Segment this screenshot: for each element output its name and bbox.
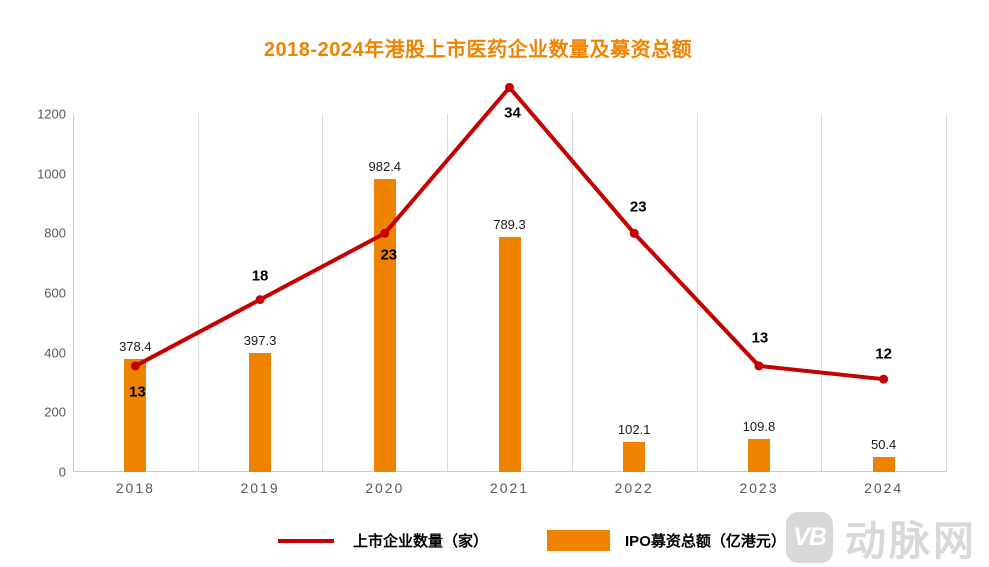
bar (373, 178, 396, 472)
line-value-label: 12 (875, 345, 892, 363)
vertical-gridline (821, 114, 823, 471)
category-label: 2018 (115, 480, 155, 496)
bar-value-label: 109.8 (742, 419, 776, 435)
bar (623, 441, 646, 472)
bar-value-label: 102.1 (617, 421, 651, 437)
category-label: 2023 (739, 480, 779, 496)
bar-value-label: 50.4 (870, 436, 897, 452)
line-marker (754, 361, 764, 371)
y-tick-label: 1200 (37, 106, 66, 122)
bar-value-label: 378.4 (119, 339, 152, 355)
watermark-logo: VB 动脉网 (786, 507, 977, 567)
line-value-label: 13 (751, 329, 769, 347)
y-tick-label: 1000 (37, 166, 66, 182)
y-tick-label: 600 (44, 285, 66, 301)
category-label: 2021 (489, 480, 530, 496)
bar-value-label: 789.3 (493, 216, 526, 232)
y-tick-label: 800 (44, 225, 66, 241)
bar (498, 236, 521, 472)
vb-logo-letters: VB (793, 522, 827, 551)
line-value-label: 23 (629, 198, 647, 216)
plot-right-border (946, 114, 947, 471)
legend-label-line-series: 上市企业数量（家） (353, 533, 489, 550)
legend-label-bar-series: IPO募资总额（亿港元） (625, 533, 786, 550)
line-value-label: 23 (380, 246, 398, 264)
vb-logo-icon: VB (786, 511, 833, 563)
legend-bar-swatch (547, 530, 611, 551)
brand-name: 动脉网 (845, 518, 977, 564)
category-label: 2019 (240, 480, 280, 496)
line-marker (380, 228, 390, 238)
category-label: 2022 (614, 480, 654, 496)
bar-value-label: 397.3 (243, 333, 277, 349)
line-marker (879, 374, 889, 384)
category-label: 2020 (365, 480, 405, 496)
vertical-gridline (197, 114, 199, 471)
line-marker (255, 295, 265, 305)
legend: 上市企业数量（家） IPO募资总额（亿港元） (278, 528, 786, 553)
vertical-gridline (322, 114, 324, 471)
line-marker (130, 361, 140, 371)
line-value-label: 34 (504, 104, 521, 122)
y-axis-line (73, 114, 74, 471)
bar (872, 456, 895, 472)
vertical-gridline (447, 114, 449, 471)
legend-line-swatch (278, 538, 334, 543)
vertical-gridline (571, 114, 573, 471)
y-tick-label: 400 (44, 345, 66, 361)
y-tick-label: 200 (44, 404, 66, 420)
category-label: 2024 (864, 480, 904, 496)
vertical-gridline (696, 114, 698, 471)
line-marker (505, 82, 514, 92)
bar (249, 353, 272, 472)
trend-line (134, 84, 884, 382)
bar-value-label: 982.4 (368, 158, 402, 174)
bar (124, 359, 147, 472)
line-value-label: 13 (129, 383, 146, 401)
y-tick-label: 0 (58, 464, 66, 480)
chart-title: 2018-2024年港股上市医药企业数量及募资总额 (263, 39, 693, 61)
line-marker (629, 228, 639, 238)
bar (747, 439, 770, 472)
line-value-label: 18 (251, 267, 269, 285)
